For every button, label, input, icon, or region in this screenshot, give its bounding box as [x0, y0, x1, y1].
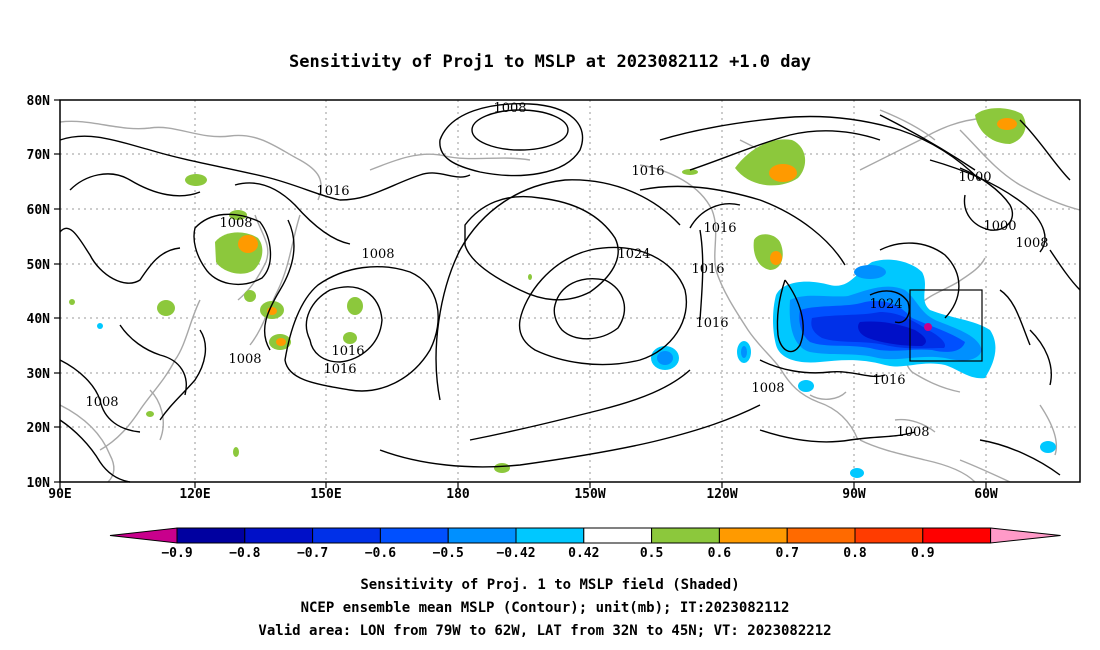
contour-label: 1016 — [631, 164, 664, 179]
longitude-axis: 90E 120E 150E 180 150W 120W 90W 60W — [48, 482, 998, 502]
contour-label: 1008 — [493, 101, 526, 116]
contour-label: 1016 — [316, 184, 349, 199]
contour-label: 1016 — [695, 316, 728, 331]
colorbar-label: −0.7 — [297, 546, 328, 561]
valid-area-box — [909, 289, 983, 362]
grid-lines — [60, 100, 1080, 482]
colorbar-segment — [176, 527, 246, 544]
lat-tick-label: 30N — [27, 367, 51, 382]
colorbar-end-right — [990, 527, 1061, 544]
lat-tick-label: 40N — [27, 312, 51, 327]
lon-tick-label: 90W — [842, 487, 866, 502]
contour-label: 1016 — [323, 362, 356, 377]
colorbar-segment — [854, 527, 924, 544]
contour-label: 1000 — [958, 170, 991, 185]
colorbar-segment — [244, 527, 314, 544]
colorbar-segment — [447, 527, 517, 544]
colorbar-segment — [922, 527, 992, 544]
colorbar-segment — [583, 527, 653, 544]
contour-label: 1008 — [896, 425, 929, 440]
lat-tick-label: 10N — [27, 476, 51, 491]
colorbar-label: −0.5 — [433, 546, 464, 561]
contour-label: 1008 — [85, 395, 118, 410]
map-panel: 1008 1016 1008 1008 1008 1016 1024 1016 … — [59, 99, 1081, 483]
colorbar-segment — [312, 527, 381, 544]
figure-title: Sensitivity of Proj1 to MSLP at 20230821… — [289, 52, 811, 72]
colorbar-segment — [786, 527, 856, 544]
colorbar: −0.9 −0.8 −0.7 −0.6 −0.5 −0.42 0.42 0.5 0.6 0.7 0.… — [109, 527, 1061, 561]
colorbar-segment — [718, 527, 788, 544]
contour-label: 1008 — [219, 216, 252, 231]
colorbar-label: −0.9 — [161, 546, 192, 561]
lat-tick-label: 60N — [27, 203, 51, 218]
lat-tick-label: 80N — [27, 94, 51, 109]
contour-label: 1024 — [869, 297, 902, 312]
colorbar-label: −0.42 — [496, 546, 535, 561]
mslp-contours — [59, 103, 1081, 483]
contour-label: 1008 — [361, 247, 394, 262]
contour-label: 1016 — [691, 262, 724, 277]
latitude-axis: 80N 70N 60N 50N 40N 30N 20N 10N — [27, 94, 60, 491]
lat-tick-label: 20N — [27, 421, 51, 436]
colorbar-segment — [651, 527, 720, 544]
colorbar-label: 0.5 — [640, 546, 663, 561]
colorbar-label: −0.6 — [365, 546, 396, 561]
contour-labels: 1008 1016 1008 1008 1008 1016 1024 1016 … — [85, 101, 1048, 440]
lon-tick-label: 120E — [179, 487, 210, 502]
caption-line-2: NCEP ensemble mean MSLP (Contour); unit(… — [301, 600, 790, 616]
colorbar-label: −0.8 — [229, 546, 260, 561]
lon-tick-label: 120W — [706, 487, 737, 502]
colorbar-label: 0.6 — [708, 546, 732, 561]
colorbar-label: 0.8 — [843, 546, 867, 561]
contour-label: 1008 — [1015, 236, 1048, 251]
lon-tick-label: 150W — [574, 487, 605, 502]
caption-line-1: Sensitivity of Proj. 1 to MSLP field (Sh… — [360, 577, 739, 593]
colorbar-end-left — [109, 527, 178, 544]
colorbar-label: 0.9 — [911, 546, 934, 561]
caption-line-3: Valid area: LON from 79W to 62W, LAT fro… — [258, 623, 831, 639]
lat-tick-label: 70N — [27, 148, 51, 163]
lon-tick-label: 180 — [446, 487, 470, 502]
contour-label: 1016 — [703, 221, 736, 236]
lon-tick-label: 150E — [310, 487, 341, 502]
contour-label: 1008 — [751, 381, 784, 396]
contour-label: 1000 — [983, 219, 1016, 234]
coastlines — [59, 109, 1081, 483]
sensitivity-shading — [69, 108, 1056, 478]
lat-tick-label: 50N — [27, 258, 51, 273]
contour-label: 1016 — [872, 373, 905, 388]
colorbar-segment — [515, 527, 585, 544]
colorbar-label: 0.7 — [775, 546, 798, 561]
lon-tick-label: 90E — [48, 487, 71, 502]
colorbar-segment — [379, 527, 449, 544]
contour-label: 1024 — [617, 247, 650, 262]
lon-tick-label: 60W — [974, 487, 998, 502]
contour-label: 1016 — [331, 344, 364, 359]
contour-label: 1008 — [228, 352, 261, 367]
colorbar-label: 0.42 — [568, 546, 599, 561]
